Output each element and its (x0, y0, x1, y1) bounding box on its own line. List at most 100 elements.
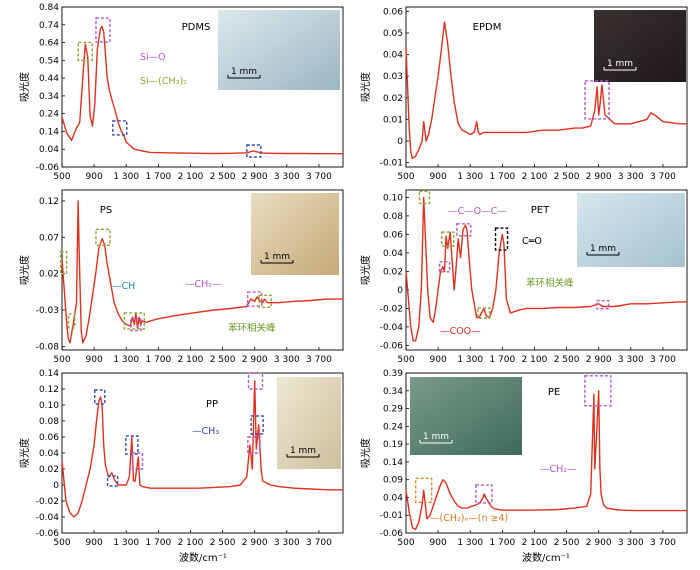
x-tick-label: 1 300 (113, 355, 139, 365)
chart-panel-pet: 0.10 0.08 0.06 0.04 0.02 0 -0.02 -0.04 -0.06 500 9… (359, 189, 688, 365)
peak-marker-box (59, 251, 68, 275)
x-axis-label: 波数/cm⁻¹ (522, 551, 570, 564)
x-tick-label: 1 700 (489, 172, 515, 182)
x-tick-label: 900 (430, 538, 447, 548)
scale-bar-label: 1 mm (264, 252, 290, 262)
spectrum-line (61, 25, 343, 155)
peak-annotation: —COO— (440, 326, 481, 337)
y-tick-label: 0.14 (39, 127, 59, 137)
x-tick-label: 2 100 (522, 538, 548, 548)
chart-title: PE (548, 387, 560, 398)
peak-annotation: —C—O—C— (448, 206, 507, 217)
x-tick-label: 3 300 (618, 172, 644, 182)
x-tick-label: 1 700 (145, 355, 171, 365)
peak-marker-box (95, 17, 111, 43)
peak-marker-box (418, 190, 431, 205)
y-tick-label: 0.04 (39, 145, 59, 155)
y-tick-label: -0.01 (380, 511, 403, 521)
x-tick-label: 3 700 (306, 172, 332, 182)
spectrum-line (61, 200, 343, 344)
peak-marker-box (112, 120, 128, 136)
plot-frame (61, 189, 344, 351)
y-tick-label: 0.06 (39, 433, 59, 443)
x-tick-label: 1 300 (457, 355, 483, 365)
peak-annotation: —CH₂— (540, 464, 577, 475)
x-tick-label: 2 500 (210, 355, 236, 365)
y-axis-label: 吸光度 (18, 72, 31, 102)
x-tick-label: 1 700 (489, 355, 515, 365)
y-tick-label: 0.14 (383, 458, 403, 468)
peak-marker-box (475, 484, 493, 504)
chart-title: EPDM (473, 22, 502, 33)
x-tick-label: 900 (430, 355, 447, 365)
peak-annotation: C═O (522, 236, 542, 247)
peak-marker-box (95, 228, 111, 246)
peak-marker-box (584, 375, 612, 407)
x-tick-label: 500 (397, 172, 414, 182)
x-tick-label: 2 100 (178, 538, 204, 548)
x-tick-label: 500 (397, 538, 414, 548)
x-tick-label: 3 700 (650, 538, 676, 548)
chart-title: PDMS (182, 22, 211, 33)
x-tick-label: 1 300 (113, 538, 139, 548)
y-tick-label: 0.04 (39, 449, 59, 459)
peak-marker-box (441, 231, 455, 247)
x-tick-label: 2 500 (210, 172, 236, 182)
peak-marker-box (258, 294, 272, 308)
y-axis-label: 吸光度 (18, 255, 31, 285)
y-axis-label: 吸光度 (359, 438, 372, 468)
peak-marker-box (584, 80, 610, 120)
peak-marker-box (414, 477, 433, 504)
x-tick-label: 2 900 (586, 172, 612, 182)
peak-marker-box (477, 307, 491, 319)
x-tick-label: 500 (397, 355, 414, 365)
x-tick-label: 2 500 (554, 172, 580, 182)
y-tick-label: 0.04 (383, 51, 403, 61)
y-tick-label: -0.04 (380, 323, 404, 333)
plot-frame (405, 6, 688, 168)
x-tick-label: 3 300 (274, 172, 300, 182)
y-tick-label: 0.54 (39, 56, 59, 66)
plot-frame (405, 189, 688, 351)
spectrum-line (405, 21, 687, 160)
y-tick-label: -0.06 (36, 529, 60, 539)
y-tick-label: 0.74 (39, 21, 59, 31)
x-tick-label: 3 300 (618, 355, 644, 365)
x-tick-label: 3 700 (650, 172, 676, 182)
x-tick-label: 2 900 (242, 355, 268, 365)
peak-marker-box (456, 223, 472, 237)
y-tick-label: 0.24 (39, 110, 59, 120)
x-tick-label: 2 900 (586, 538, 612, 548)
y-tick-label: 0.12 (39, 197, 59, 207)
peak-annotation: —CH₃ (192, 426, 219, 437)
y-tick-label: 0.84 (39, 3, 59, 13)
y-tick-label: 0 (53, 481, 59, 491)
peak-annotation: 苯环相关峰 (228, 322, 276, 334)
y-axis-label: 吸光度 (359, 72, 372, 102)
y-tick-label: 0.09 (383, 476, 403, 486)
y-tick-label: 0.12 (39, 385, 59, 395)
spectrum-line (405, 390, 687, 531)
peak-marker-box (123, 312, 145, 330)
x-tick-label: 900 (86, 172, 103, 182)
sample-photo (218, 10, 340, 90)
y-tick-label: -0.06 (380, 341, 404, 351)
y-tick-label: 0.02 (383, 94, 403, 104)
x-tick-label: 500 (53, 172, 70, 182)
y-tick-label: 0.19 (383, 440, 403, 450)
sample-photo (594, 10, 686, 82)
chart-title: PET (531, 205, 550, 216)
y-tick-label: 0.34 (383, 387, 403, 397)
chart-panel-pp: 0.14 0.12 0.10 0.08 0.06 0.04 0.02 0 -0.02 -0.04 -… (18, 369, 344, 548)
peak-marker-box (247, 436, 261, 454)
peak-marker-box (250, 415, 264, 435)
y-tick-label: -0.01 (380, 159, 403, 169)
y-tick-label: 0.02 (383, 267, 403, 277)
chart-panel-epdm: 0.06 0.05 0.04 0.03 0.02 0.01 0 -0.01 500 900 1 30… (359, 6, 688, 182)
peak-marker-box (94, 389, 106, 405)
x-tick-label: 1 300 (113, 172, 139, 182)
y-tick-label: 0.64 (39, 39, 59, 49)
peak-marker-box (77, 41, 93, 62)
x-tick-label: 2 500 (210, 538, 236, 548)
x-tick-label: 2 100 (178, 355, 204, 365)
